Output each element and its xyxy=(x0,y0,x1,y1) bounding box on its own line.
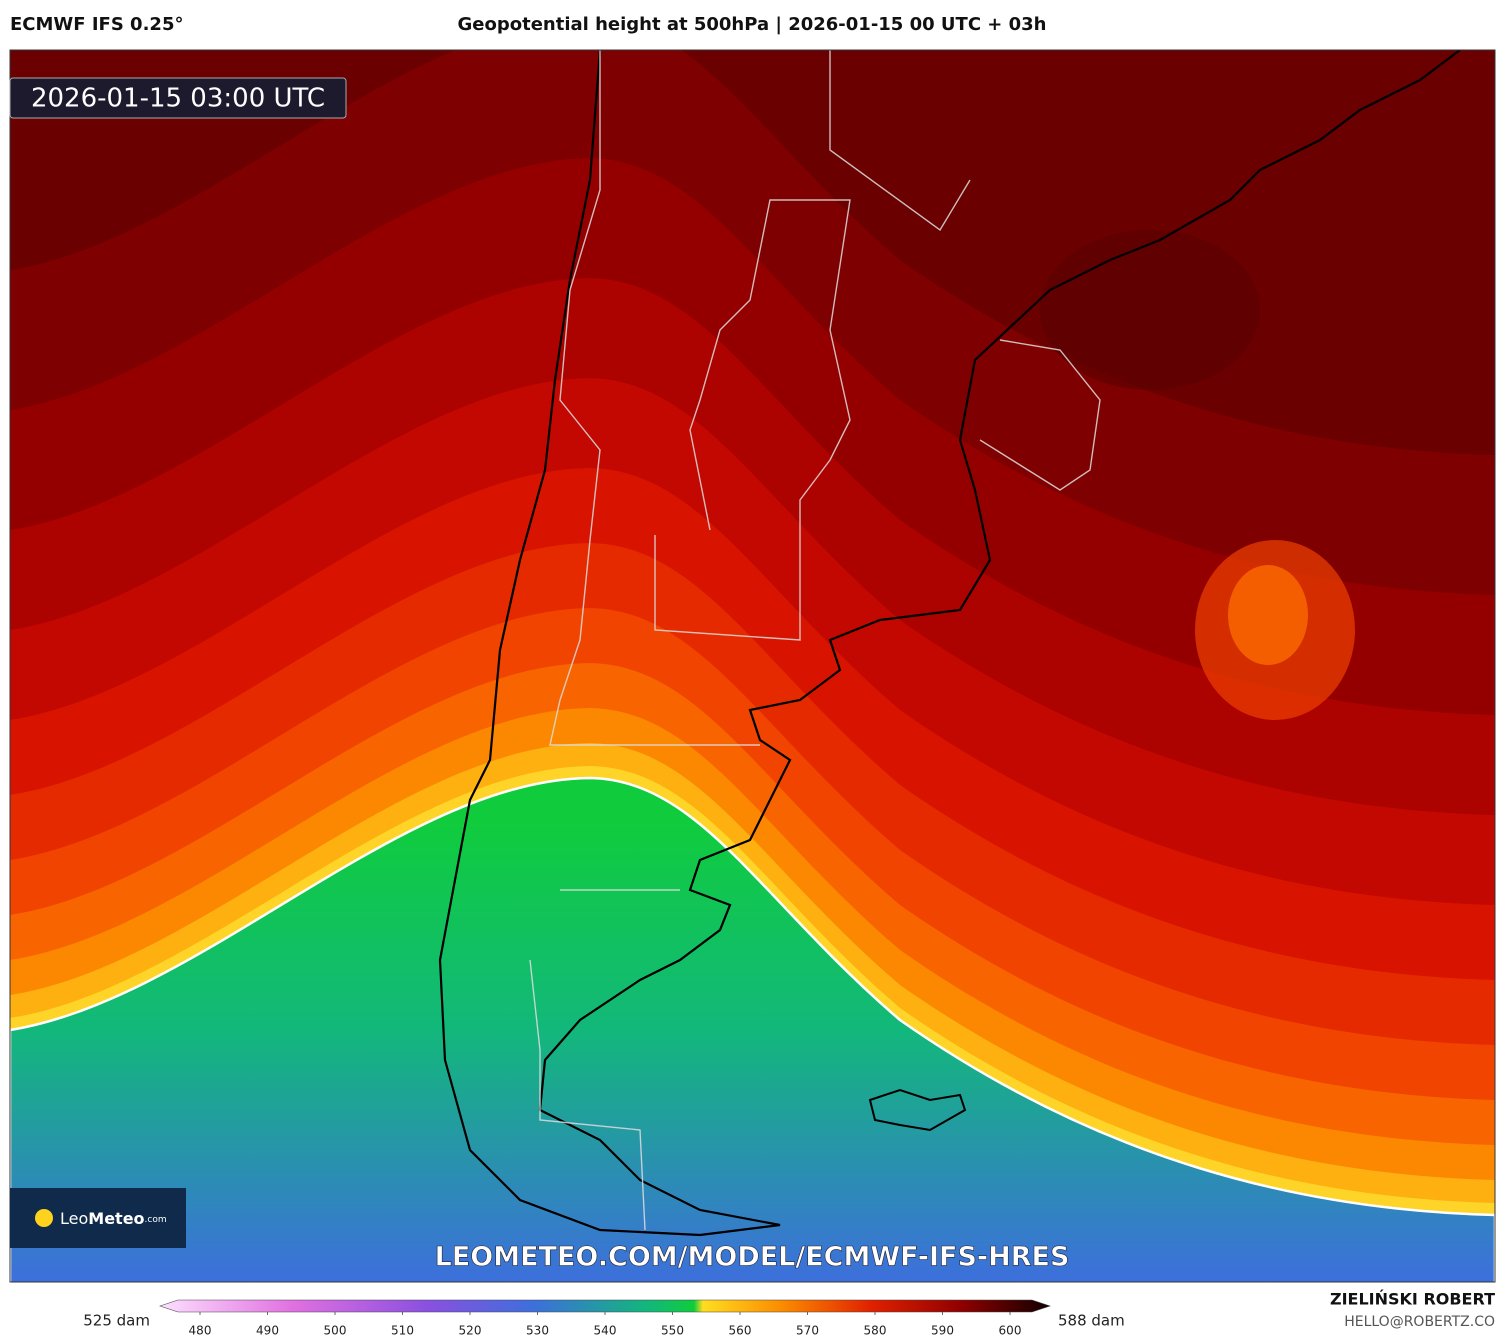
map xyxy=(10,50,1495,1282)
logo-part: Leo xyxy=(60,1209,88,1228)
colorbar-tick-label: 490 xyxy=(256,1324,279,1338)
colorbar-tick-label: 580 xyxy=(864,1324,887,1338)
colorbar xyxy=(159,1299,1051,1313)
warm-core xyxy=(1228,565,1308,665)
timestamp-box xyxy=(9,77,347,119)
height-bands xyxy=(10,50,1495,1282)
colorbar-tick-label: 550 xyxy=(661,1324,684,1338)
model-label: ECMWF IFS 0.25° xyxy=(10,14,183,35)
colorbar-tick-label: 600 xyxy=(999,1324,1022,1338)
colorbar-tick-label: 590 xyxy=(931,1324,954,1338)
colorbar-tick-label: 570 xyxy=(796,1324,819,1338)
author: ZIELIŃSKI ROBERT xyxy=(1330,1290,1495,1309)
colorbar-tick-label: 510 xyxy=(391,1324,414,1338)
colorbar-tick-label: 480 xyxy=(189,1324,212,1338)
logo-text: LeoMeteo.com xyxy=(60,1209,167,1228)
colorbar-max-label: 588 dam xyxy=(1058,1312,1125,1330)
colorbar-tick-label: 530 xyxy=(526,1324,549,1338)
email: HELLO@ROBERTZ.CO xyxy=(1344,1314,1495,1330)
dark-cell xyxy=(1040,230,1260,390)
cold-region xyxy=(10,776,1495,1282)
coastline xyxy=(438,50,1461,1237)
colorbar-tick-label: 560 xyxy=(729,1324,752,1338)
watermark: LEOMETEO.COM/MODEL/ECMWF-IFS-HRES xyxy=(435,1242,1070,1273)
colorbar-min-label: 525 dam xyxy=(83,1312,150,1330)
timestamp: 2026-01-15 03:00 UTC xyxy=(31,84,325,114)
colorbar-tick-label: 520 xyxy=(459,1324,482,1338)
map-frame xyxy=(9,49,1496,1283)
logo-part: .com xyxy=(145,1215,167,1225)
colorbar-tick-label: 540 xyxy=(594,1324,617,1338)
borders xyxy=(529,50,1101,1231)
islands xyxy=(868,1088,967,1132)
colorbar-tick-label: 500 xyxy=(324,1324,347,1338)
logo-part: Meteo xyxy=(88,1209,144,1228)
logo-sun xyxy=(35,1209,53,1227)
colorbar-ticks: 480 490 500 510 520 530 540 550 560 570 580 590 600 xyxy=(189,1312,1022,1338)
map-title: Geopotential height at 500hPa | 2026-01-… xyxy=(457,14,1046,35)
